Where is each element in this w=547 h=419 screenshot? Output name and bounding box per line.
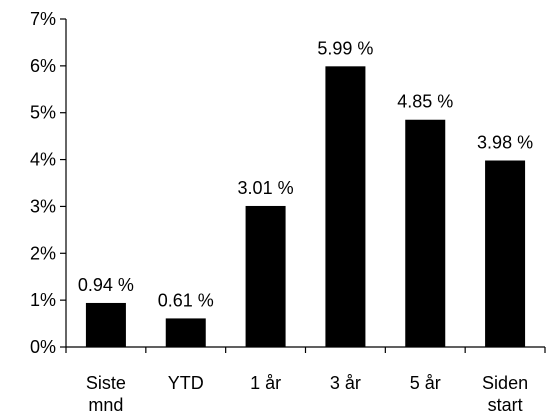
x-tick-label: 3 år [330,373,361,393]
x-tick-label: Siste mnd [86,373,126,415]
bar [165,318,206,347]
data-label: 5.99 % [317,38,373,58]
y-tick-label: 7% [30,9,56,29]
data-label: 3.98 % [477,133,533,153]
x-tick-label: 1 år [250,373,281,393]
data-label: 4.85 % [397,92,453,112]
bar [325,66,366,347]
y-tick-label: 2% [30,243,56,263]
y-tick-label: 4% [30,150,56,170]
data-labels: 0.94 % 0.61 % 3.01 % 5.99 % 4.85 % 3.98 % [78,38,533,310]
data-label: 0.94 % [78,275,134,295]
data-label: 0.61 % [158,290,214,310]
bar [245,205,286,347]
bars [85,66,526,347]
y-tick-label: 1% [30,290,56,310]
y-tick-label: 5% [30,103,56,123]
data-label: 3.01 % [238,178,294,198]
x-tick-label: 5 år [410,373,441,393]
y-axis: 0% 1% 2% 3% 4% 5% 6% 7% [30,9,67,357]
y-tick-label: 0% [30,337,56,357]
x-axis: Siste mnd YTD 1 år 3 år 5 år Siden start [65,346,546,415]
x-tick-label: YTD [168,373,204,393]
x-tick-label: Siden start [482,373,528,415]
bar [485,160,526,347]
y-tick-label: 3% [30,196,56,216]
bar [85,302,126,347]
bar [405,119,446,347]
y-tick-label: 6% [30,56,56,76]
